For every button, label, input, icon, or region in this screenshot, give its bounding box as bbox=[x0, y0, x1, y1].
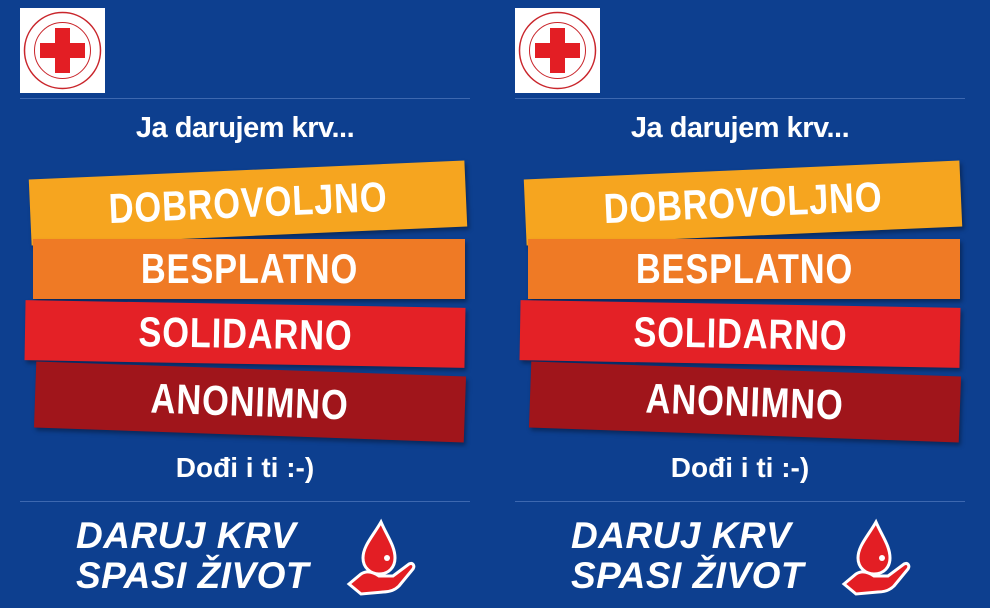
invite-text: Dođi i ti :-) bbox=[175, 452, 315, 483]
headline: Ja darujem krv... bbox=[630, 112, 850, 144]
divider bbox=[20, 501, 470, 502]
red-cross-logo bbox=[20, 8, 105, 93]
red-cross-logo bbox=[515, 8, 600, 93]
slogan: DARUJ KRV SPASI ŽIVOT bbox=[571, 515, 805, 596]
band-anonymous: ANONIMNO bbox=[528, 361, 962, 443]
slogan: DARUJ KRV SPASI ŽIVOT bbox=[76, 515, 310, 596]
divider bbox=[515, 98, 965, 99]
band-anonymous: ANONIMNO bbox=[33, 361, 467, 443]
blood-drop-hand-icon bbox=[841, 518, 911, 596]
band-solidary: SOLIDARNO bbox=[24, 300, 466, 368]
invite-text: Dođi i ti :-) bbox=[670, 452, 810, 483]
band-solidary: SOLIDARNO bbox=[519, 300, 961, 368]
band-free: BESPLATNO bbox=[33, 239, 465, 299]
poster-left: Ja darujem krv... DOBROVOLJNO BESPLATNO … bbox=[20, 8, 470, 596]
divider bbox=[515, 501, 965, 502]
band-free: BESPLATNO bbox=[528, 239, 960, 299]
blood-drop-hand-icon bbox=[346, 518, 416, 596]
headline: Ja darujem krv... bbox=[135, 112, 355, 144]
divider bbox=[20, 98, 470, 99]
band-voluntary: DOBROVOLJNO bbox=[28, 160, 468, 246]
band-voluntary: DOBROVOLJNO bbox=[523, 160, 963, 246]
poster-right: Ja darujem krv... DOBROVOLJNO BESPLATNO … bbox=[495, 0, 990, 608]
